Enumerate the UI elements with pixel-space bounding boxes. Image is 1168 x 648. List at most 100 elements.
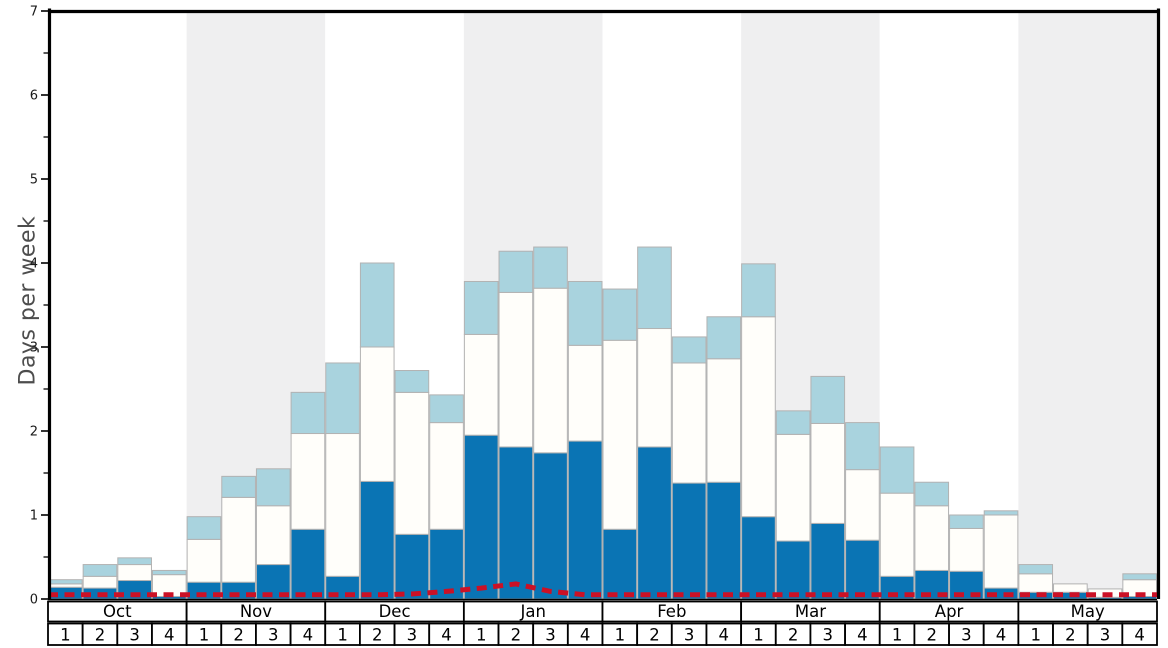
week-number-label: 2 xyxy=(649,626,660,645)
bar-segment-white-days xyxy=(359,346,395,482)
bar-segment-light-blue-days xyxy=(186,516,222,540)
bar-segment-light-blue-days xyxy=(151,569,187,576)
bar-segment-dark-blue-days xyxy=(498,446,534,600)
bar-segment-light-blue-days xyxy=(567,280,603,346)
week-number-label: 1 xyxy=(892,626,903,645)
bar-segment-light-blue-days xyxy=(914,481,950,507)
bar-segment-light-blue-days xyxy=(429,394,464,424)
bar-segment-light-blue-days xyxy=(498,250,534,293)
week-number-label: 4 xyxy=(857,626,868,645)
y-tick-label: 1 xyxy=(30,509,38,524)
bar-segment-white-days xyxy=(533,287,568,454)
bar-segment-white-days xyxy=(255,505,291,566)
month-band-may xyxy=(1018,11,1157,599)
bar-segment-dark-blue-days xyxy=(741,516,776,600)
week-number-label: 3 xyxy=(684,626,695,645)
bar-segment-light-blue-days xyxy=(1122,573,1157,581)
bar-segment-light-blue-days xyxy=(810,375,846,424)
bar-segment-light-blue-days xyxy=(255,468,291,507)
bar-segment-light-blue-days xyxy=(983,510,1019,516)
bar-segment-light-blue-days xyxy=(879,446,915,494)
bar-segment-white-days xyxy=(567,344,603,442)
bar-segment-light-blue-days xyxy=(290,391,326,435)
bar-segment-white-days xyxy=(221,496,256,583)
month-label: Mar xyxy=(795,602,826,621)
week-number-label: 1 xyxy=(199,626,210,645)
y-tick-label: 2 xyxy=(30,425,38,440)
week-cell xyxy=(1121,622,1158,646)
week-number-label: 1 xyxy=(476,626,487,645)
bar-segment-dark-blue-days xyxy=(533,452,568,600)
bar-segment-dark-blue-days xyxy=(429,528,464,600)
bar-segment-dark-blue-days xyxy=(567,440,603,600)
week-number-label: 4 xyxy=(719,626,730,645)
bar-segment-white-days xyxy=(325,433,360,577)
bar-segment-white-days xyxy=(706,358,742,483)
bar-segment-white-days xyxy=(914,505,950,571)
week-number-label: 4 xyxy=(441,626,452,645)
y-tick-label: 7 xyxy=(30,5,38,20)
bar-segment-white-days xyxy=(429,422,464,530)
bar-segment-white-days xyxy=(463,333,499,436)
bar-segment-light-blue-days xyxy=(602,288,638,341)
week-number-label: 2 xyxy=(1065,626,1076,645)
bar-segment-white-days xyxy=(48,583,83,588)
week-number-label: 1 xyxy=(337,626,348,645)
week-number-label: 2 xyxy=(95,626,106,645)
month-label: Oct xyxy=(103,602,132,621)
bar-segment-dark-blue-days xyxy=(637,446,672,600)
week-number-label: 3 xyxy=(407,626,418,645)
week-number-label: 3 xyxy=(545,626,556,645)
week-number-label: 1 xyxy=(1030,626,1041,645)
y-tick-label: 6 xyxy=(30,89,38,104)
bar-segment-light-blue-days xyxy=(637,246,672,330)
week-number-label: 3 xyxy=(961,626,972,645)
bar-segment-white-days xyxy=(186,538,222,583)
week-number-label: 4 xyxy=(1134,626,1145,645)
week-number-label: 4 xyxy=(996,626,1007,645)
bar-segment-dark-blue-days xyxy=(394,533,430,600)
bar-segment-white-days xyxy=(1018,573,1054,593)
bar-segment-light-blue-days xyxy=(325,362,360,435)
bar-segment-white-days xyxy=(949,527,984,572)
week-number-label: 3 xyxy=(1100,626,1111,645)
bar-segment-white-days xyxy=(602,339,638,530)
bar-segment-light-blue-days xyxy=(671,336,707,364)
bar-segment-white-days xyxy=(879,492,915,577)
bar-segment-dark-blue-days xyxy=(359,480,395,600)
week-number-label: 1 xyxy=(615,626,626,645)
y-tick-label: 0 xyxy=(30,593,38,608)
week-number-label: 3 xyxy=(129,626,140,645)
bar-segment-light-blue-days xyxy=(741,263,776,318)
bar-segment-white-days xyxy=(741,316,776,518)
bar-segment-light-blue-days xyxy=(706,316,742,360)
bar-segment-dark-blue-days xyxy=(810,522,846,600)
bar-segment-dark-blue-days xyxy=(671,482,707,600)
bar-segment-white-days xyxy=(637,328,672,448)
bar-segment-light-blue-days xyxy=(221,475,256,498)
bar-segment-dark-blue-days xyxy=(290,528,326,600)
bar-segment-white-days xyxy=(1053,583,1088,593)
bar-segment-light-blue-days xyxy=(949,514,984,529)
week-number-label: 4 xyxy=(580,626,591,645)
bar-segment-white-days xyxy=(810,422,846,524)
bar-segment-light-blue-days xyxy=(775,410,811,435)
bar-segment-light-blue-days xyxy=(48,579,83,585)
bar-segment-white-days xyxy=(671,362,707,484)
y-tick-label: 3 xyxy=(30,341,38,356)
week-number-label: 4 xyxy=(164,626,175,645)
bar-segment-dark-blue-days xyxy=(845,539,880,600)
week-number-label: 2 xyxy=(788,626,799,645)
week-number-label: 3 xyxy=(823,626,834,645)
month-cell-may xyxy=(1017,600,1158,623)
bar-segment-light-blue-days xyxy=(117,557,152,566)
month-label: Jan xyxy=(519,602,545,621)
bar-segment-light-blue-days xyxy=(845,422,880,471)
bar-segment-white-days xyxy=(394,391,430,535)
month-label: Nov xyxy=(240,602,272,621)
bar-segment-white-days xyxy=(290,433,326,530)
bar-segment-dark-blue-days xyxy=(775,540,811,600)
bar-segment-light-blue-days xyxy=(533,246,568,289)
